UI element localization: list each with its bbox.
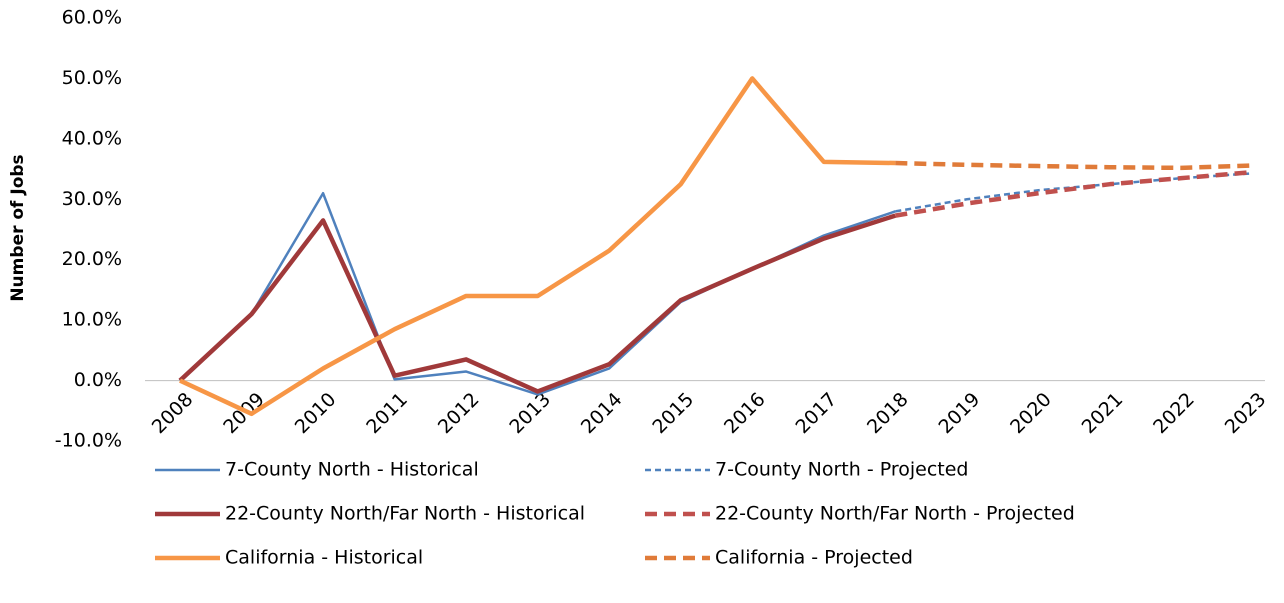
x-tick-label: 2021 <box>1078 388 1128 438</box>
y-tick-label: 30.0% <box>62 188 122 210</box>
x-tick-label: 2009 <box>219 388 269 438</box>
y-tick-label: 40.0% <box>62 127 122 149</box>
y-tick-label: 10.0% <box>62 309 122 331</box>
series-line <box>179 76 896 417</box>
x-tick-label: 2023 <box>1221 388 1271 438</box>
x-tick-label: 2012 <box>434 388 484 438</box>
x-tick-label: 2016 <box>720 388 770 438</box>
y-tick-label: 0.0% <box>74 369 122 391</box>
y-tick-label: 60.0% <box>62 7 122 29</box>
legend-label: 7-County North - Projected <box>715 459 969 481</box>
legend-label: 22-County North/Far North - Projected <box>715 503 1075 525</box>
x-tick-label: 2020 <box>1006 388 1056 438</box>
x-tick-label: 2010 <box>291 388 341 438</box>
x-tick-label: 2011 <box>362 388 412 438</box>
legend-label: 7-County North - Historical <box>225 459 479 481</box>
x-tick-label: 2015 <box>648 388 698 438</box>
x-tick-label: 2013 <box>505 388 555 438</box>
y-tick-label: 50.0% <box>62 67 122 89</box>
legend-label: 22-County North/Far North - Historical <box>225 503 585 525</box>
x-tick-label: 2018 <box>863 388 913 438</box>
series-line <box>894 169 1254 218</box>
y-tick-label: -10.0% <box>55 430 122 452</box>
x-tick-label: 2008 <box>148 388 198 438</box>
x-tick-label: 2022 <box>1149 388 1199 438</box>
series-line <box>178 213 897 394</box>
series-line <box>895 172 1254 213</box>
legend-label: California - Historical <box>225 547 423 569</box>
x-tick-label: 2019 <box>935 388 985 438</box>
x-tick-label: 2014 <box>577 388 627 438</box>
series-line <box>895 160 1254 171</box>
x-tick-label: 2017 <box>791 388 841 438</box>
y-tick-label: 20.0% <box>62 248 122 270</box>
y-axis-label: Number of Jobs <box>8 154 28 301</box>
legend-label: California - Projected <box>715 547 913 569</box>
